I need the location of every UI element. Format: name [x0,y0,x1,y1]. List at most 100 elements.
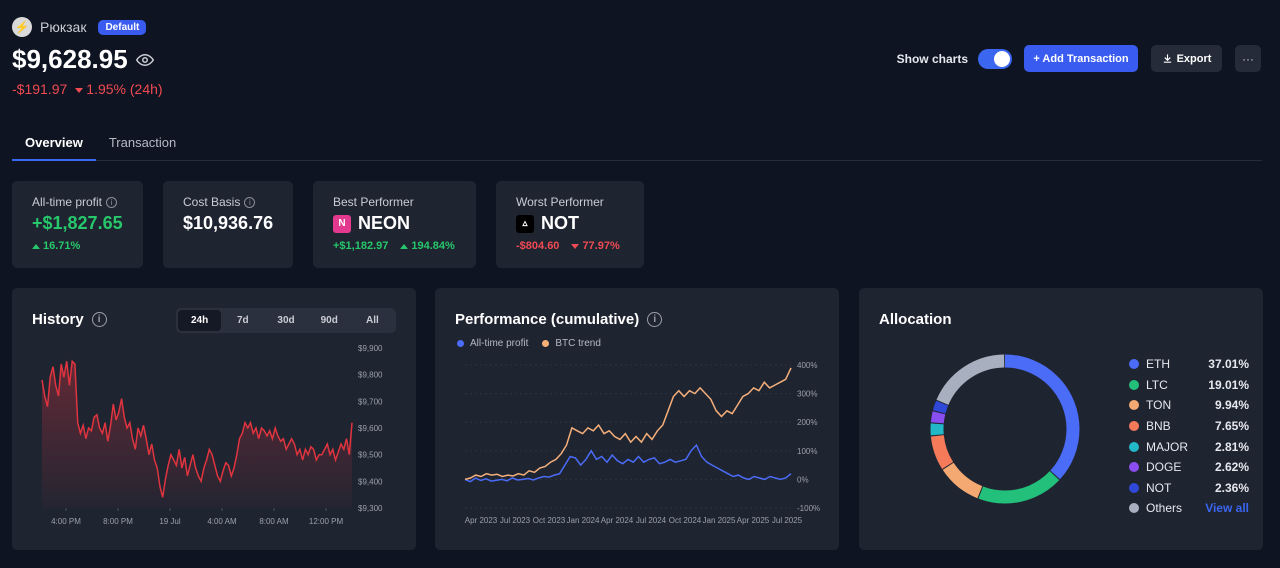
best-performer-pct: 194.84% [411,240,455,252]
allocation-name: Others [1146,501,1183,516]
neon-coin-icon: N [333,214,351,233]
allocation-pct: 7.65% [1214,419,1249,434]
tab-overview[interactable]: Overview [12,128,96,161]
allocation-donut[interactable] [859,288,1119,550]
x-tick-label: 12:00 PM [309,517,344,526]
worst-performer-coin: NOT [541,213,579,233]
worst-performer-label: Worst Performer [516,195,604,209]
default-badge: Default [98,19,147,35]
range-tab-30d[interactable]: 30d [277,315,295,326]
allocation-item[interactable]: Others View all [1129,498,1249,519]
allocation-item[interactable]: DOGE 2.62% [1129,457,1249,478]
x-tick-label: Oct 2024 [669,516,702,525]
legend-label: All-time profit [470,338,529,349]
allocation-swatch [1129,503,1139,514]
allocation-item[interactable]: NOT 2.36% [1129,478,1249,499]
allocation-item[interactable]: MAJOR 2.81% [1129,436,1249,457]
x-tick-label: Jul 2023 [500,516,531,525]
y-tick-label: $9,400 [358,477,383,486]
y-tick-label: $9,900 [358,344,383,353]
lightning-icon: ⚡ [12,17,32,37]
show-charts-toggle[interactable] [978,48,1012,69]
range-tab-90d[interactable]: 90d [320,315,338,326]
all-time-profit-label: All-time profit [32,195,103,209]
y-tick-label: $9,600 [358,424,383,433]
worst-performer-abs: -$804.60 [516,240,560,252]
balance-change: -$191.97 1.95% (24h) [12,81,163,97]
allocation-item[interactable]: ETH 37.01% [1129,354,1249,375]
worst-performer-change: -$804.60 77.97% [516,240,644,252]
allocation-swatch [1129,462,1139,473]
change-pct: 1.95% (24h) [86,81,163,97]
allocation-title: Allocation [879,311,952,328]
x-tick-label: Jul 2025 [772,516,803,525]
best-performer-card[interactable]: Best Performer N NEON +$1,182.97 194.84% [313,181,476,268]
allocation-pct: 9.94% [1214,398,1249,413]
legend-item-profit[interactable]: All-time profit [457,338,528,349]
history-range-tabs: 24h 7d 30d 90d All [176,308,396,333]
allocation-swatch [1129,421,1139,432]
download-icon [1163,54,1171,63]
range-tab-all[interactable]: All [366,315,379,326]
allocation-item[interactable]: TON 9.94% [1129,395,1249,416]
info-icon[interactable]: i [244,196,256,208]
allocation-swatch [1129,379,1139,390]
wallet-row[interactable]: ⚡ Рюкзак Default [12,14,163,40]
worst-performer-card[interactable]: Worst Performer ▵ NOT -$804.60 77.97% [496,181,644,268]
y-tick-label: -100% [797,504,820,513]
performance-legend: All-time profit BTC trend [457,338,601,349]
main-tabs: Overview Transaction [12,128,1262,161]
change-abs: -$191.97 [12,81,68,97]
add-transaction-button[interactable]: + Add Transaction [1024,45,1138,72]
info-icon[interactable]: i [647,312,663,327]
info-icon[interactable]: i [91,312,107,327]
allocation-name: BNB [1146,419,1171,434]
allocation-item[interactable]: LTC 19.01% [1129,375,1249,396]
history-chart[interactable]: $9,300 $9,400 $9,500 $9,600 $9,700 $9,800 $9,9… [12,288,416,550]
y-tick-label: 200% [797,418,817,427]
allocation-item[interactable]: BNB 7.65% [1129,416,1249,437]
wallet-name[interactable]: Рюкзак [40,19,87,35]
legend-swatch [457,340,464,347]
all-time-profit-pct: 16.71% [43,240,81,252]
cost-basis-value: $10,936.76 [183,213,274,233]
range-tab-24h[interactable]: 24h [178,310,222,331]
y-tick-label: $9,800 [358,371,383,380]
x-tick-label: Jan 2025 [703,516,736,525]
history-title: History [32,311,84,328]
best-performer-label: Best Performer [333,195,414,209]
range-tab-7d[interactable]: 7d [236,315,249,326]
export-label: Export [1176,52,1212,65]
info-icon[interactable]: i [106,196,118,208]
export-button[interactable]: Export [1151,45,1222,72]
allocation-name: TON [1146,398,1172,413]
allocation-pct: 37.01% [1208,357,1249,372]
x-tick-label: 8:00 AM [259,517,289,526]
x-tick-label: Apr 2024 [601,516,634,525]
best-performer-coin: NEON [358,213,411,233]
top-actions: Show charts + Add Transaction Export ··· [897,45,1261,72]
donut-slice[interactable] [930,354,1080,504]
y-tick-label: $9,700 [358,397,383,406]
legend-item-btc[interactable]: BTC trend [542,338,601,349]
cost-basis-label: Cost Basis [183,195,241,209]
all-time-profit-value: +$1,827.65 [32,213,123,233]
donut-slice[interactable] [930,354,1080,504]
best-performer-change: +$1,182.97 194.84% [333,240,476,252]
performance-chart[interactable]: -100%0%100%200%300%400%Apr 2023 Jul 2023 O… [435,288,839,550]
x-tick-label: Jul 2024 [636,516,667,525]
eye-icon[interactable] [135,51,154,69]
series-line [464,367,792,481]
more-options-button[interactable]: ··· [1235,45,1261,72]
performance-panel: Performance (cumulative) i All-time profi… [435,288,839,550]
view-all-link[interactable]: View all [1205,501,1249,516]
tab-transaction[interactable]: Transaction [108,135,177,150]
worst-performer-pct: 77.97% [582,240,620,252]
not-coin-icon: ▵ [516,214,534,233]
portfolio-header: ⚡ Рюкзак Default $9,628.95 -$191.97 1.95… [12,14,163,97]
allocation-pct: 2.62% [1214,460,1249,475]
y-tick-label: 300% [797,390,817,399]
x-tick-label: Apr 2023 [465,516,498,525]
portfolio-balance: $9,628.95 [12,44,128,74]
donut-slice[interactable] [930,354,1080,504]
